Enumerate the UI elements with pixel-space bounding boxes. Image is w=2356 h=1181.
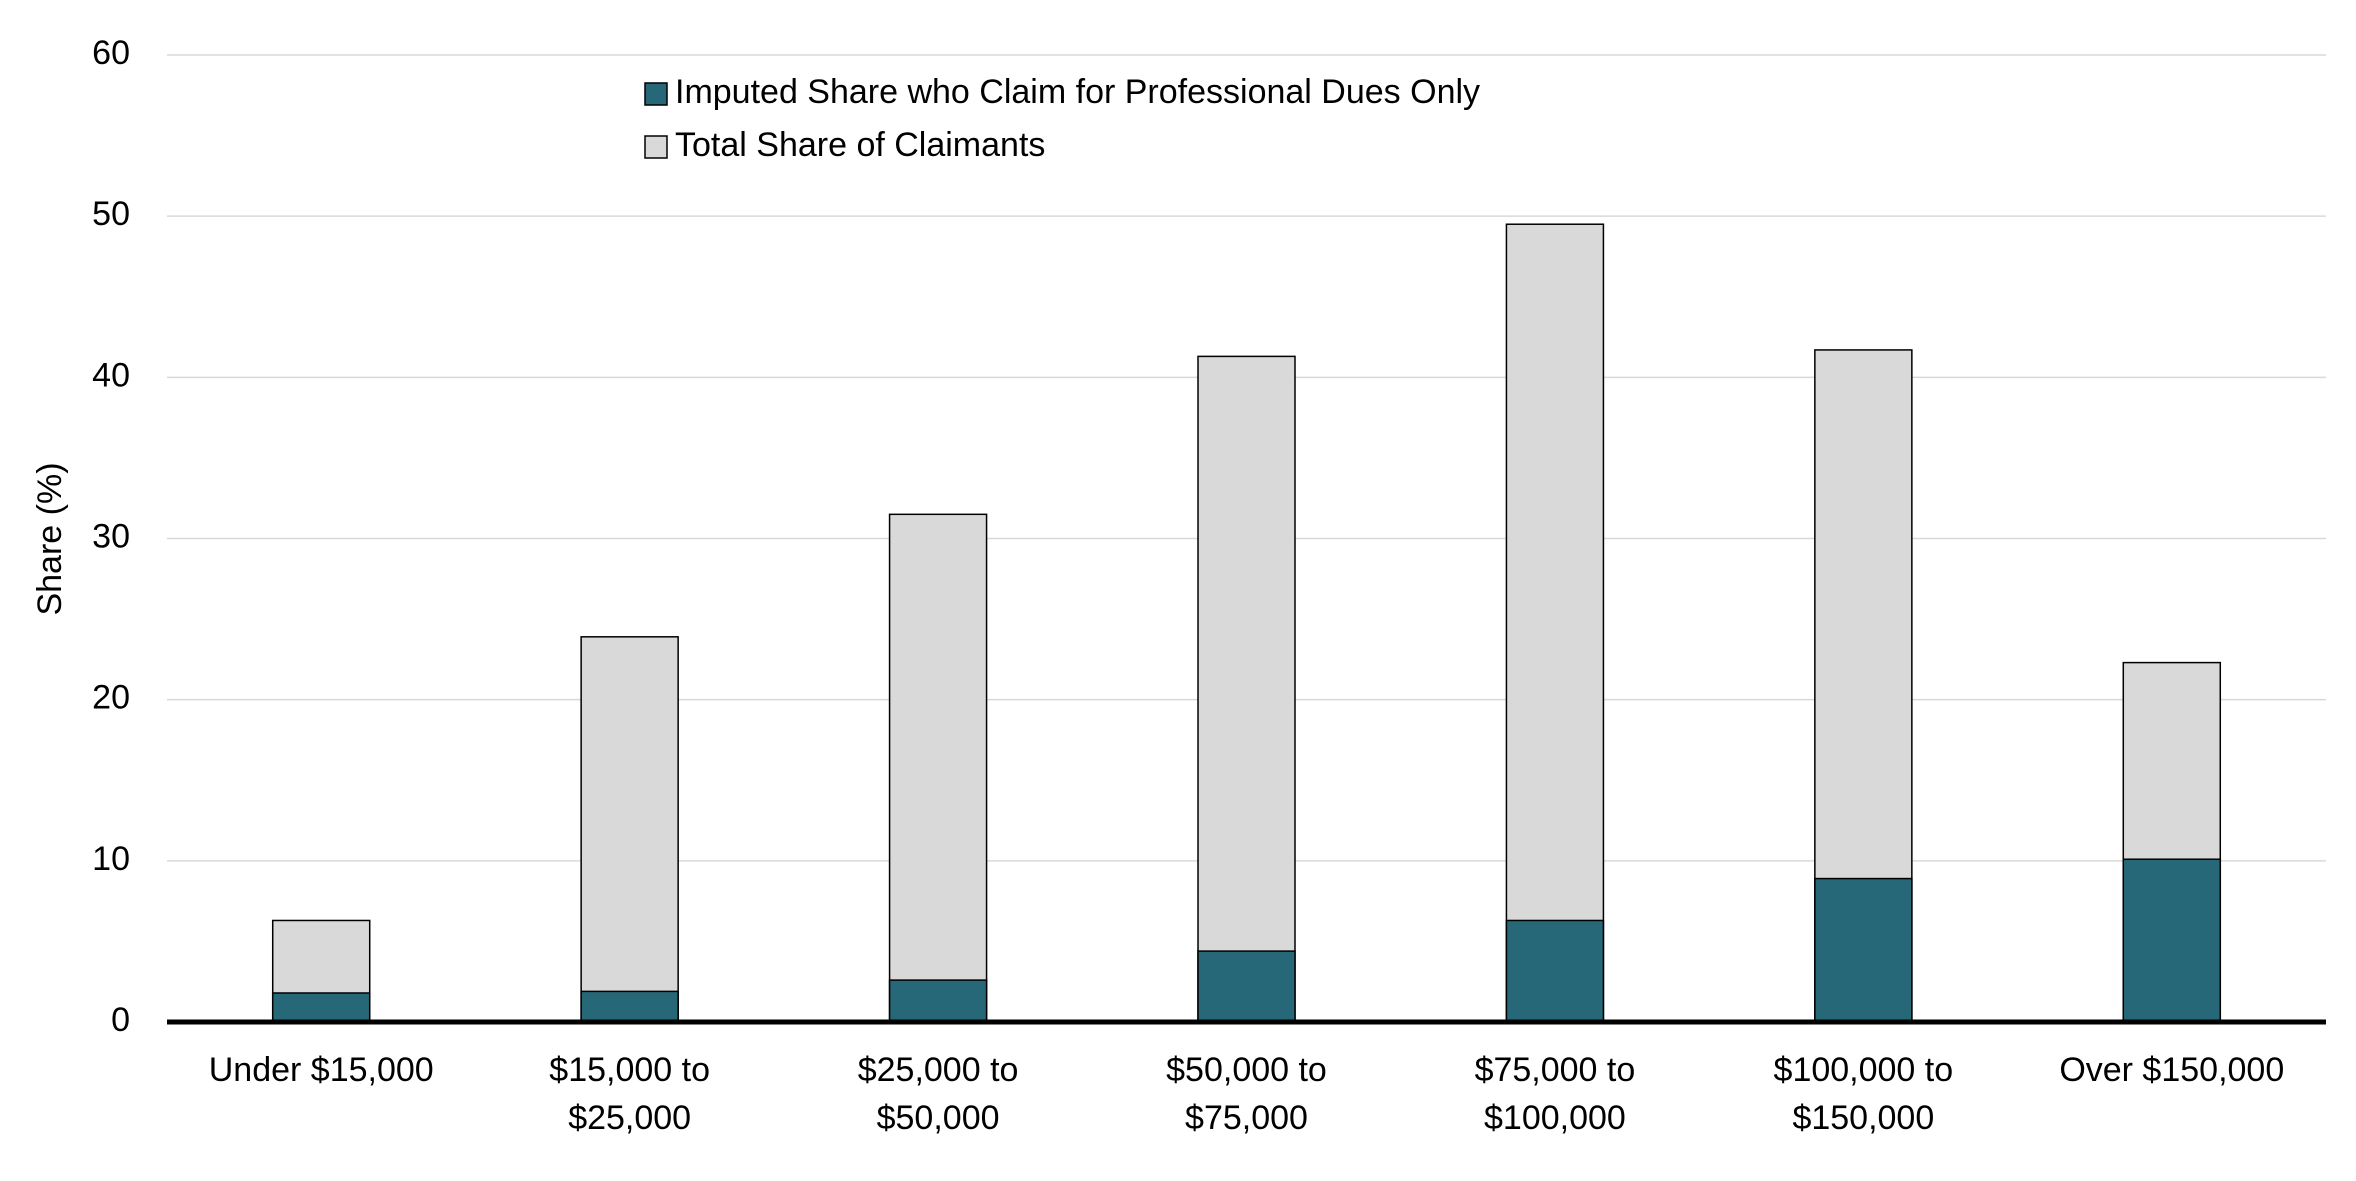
y-tick-label: 30 [92,517,130,555]
x-tick-label: $150,000 [1792,1099,1934,1137]
x-tick-label: $25,000 to [858,1051,1019,1089]
bar [888,979,988,1023]
bar [1197,355,1296,1023]
x-tick-label: $50,000 to [1166,1051,1327,1089]
bar [271,992,371,1023]
y-tick-label: 10 [92,840,130,878]
legend-label: Imputed Share who Claim for Professional… [675,73,1480,111]
legend-swatch [644,82,668,106]
y-tick-label: 60 [92,34,130,72]
bar [888,513,988,1023]
y-tick-label: 40 [92,356,130,394]
y-tick-label: 50 [92,195,130,233]
x-tick-label: $15,000 to [549,1051,710,1089]
legend-swatch [644,135,668,159]
bar [2122,858,2222,1023]
x-tick-label: $100,000 [1484,1099,1626,1137]
x-tick-label: Over $150,000 [2059,1051,2284,1089]
y-tick-label: 0 [111,1001,130,1039]
bar [1505,223,1605,1023]
x-tick-label: $50,000 [877,1099,1000,1137]
bar [1814,877,1913,1023]
y-tick-label: 20 [92,679,130,717]
y-axis-title: Share (%) [31,462,69,615]
bar [580,636,679,1023]
x-tick-label: Under $15,000 [209,1051,434,1089]
bar [1197,950,1296,1023]
bar [1505,919,1605,1023]
x-tick-label: $25,000 [568,1099,691,1137]
x-tick-label: $75,000 [1185,1099,1308,1137]
bar [580,990,679,1023]
x-tick-label: $75,000 to [1475,1051,1636,1089]
legend-label: Total Share of Claimants [675,126,1045,164]
x-tick-label: $100,000 to [1774,1051,1954,1089]
